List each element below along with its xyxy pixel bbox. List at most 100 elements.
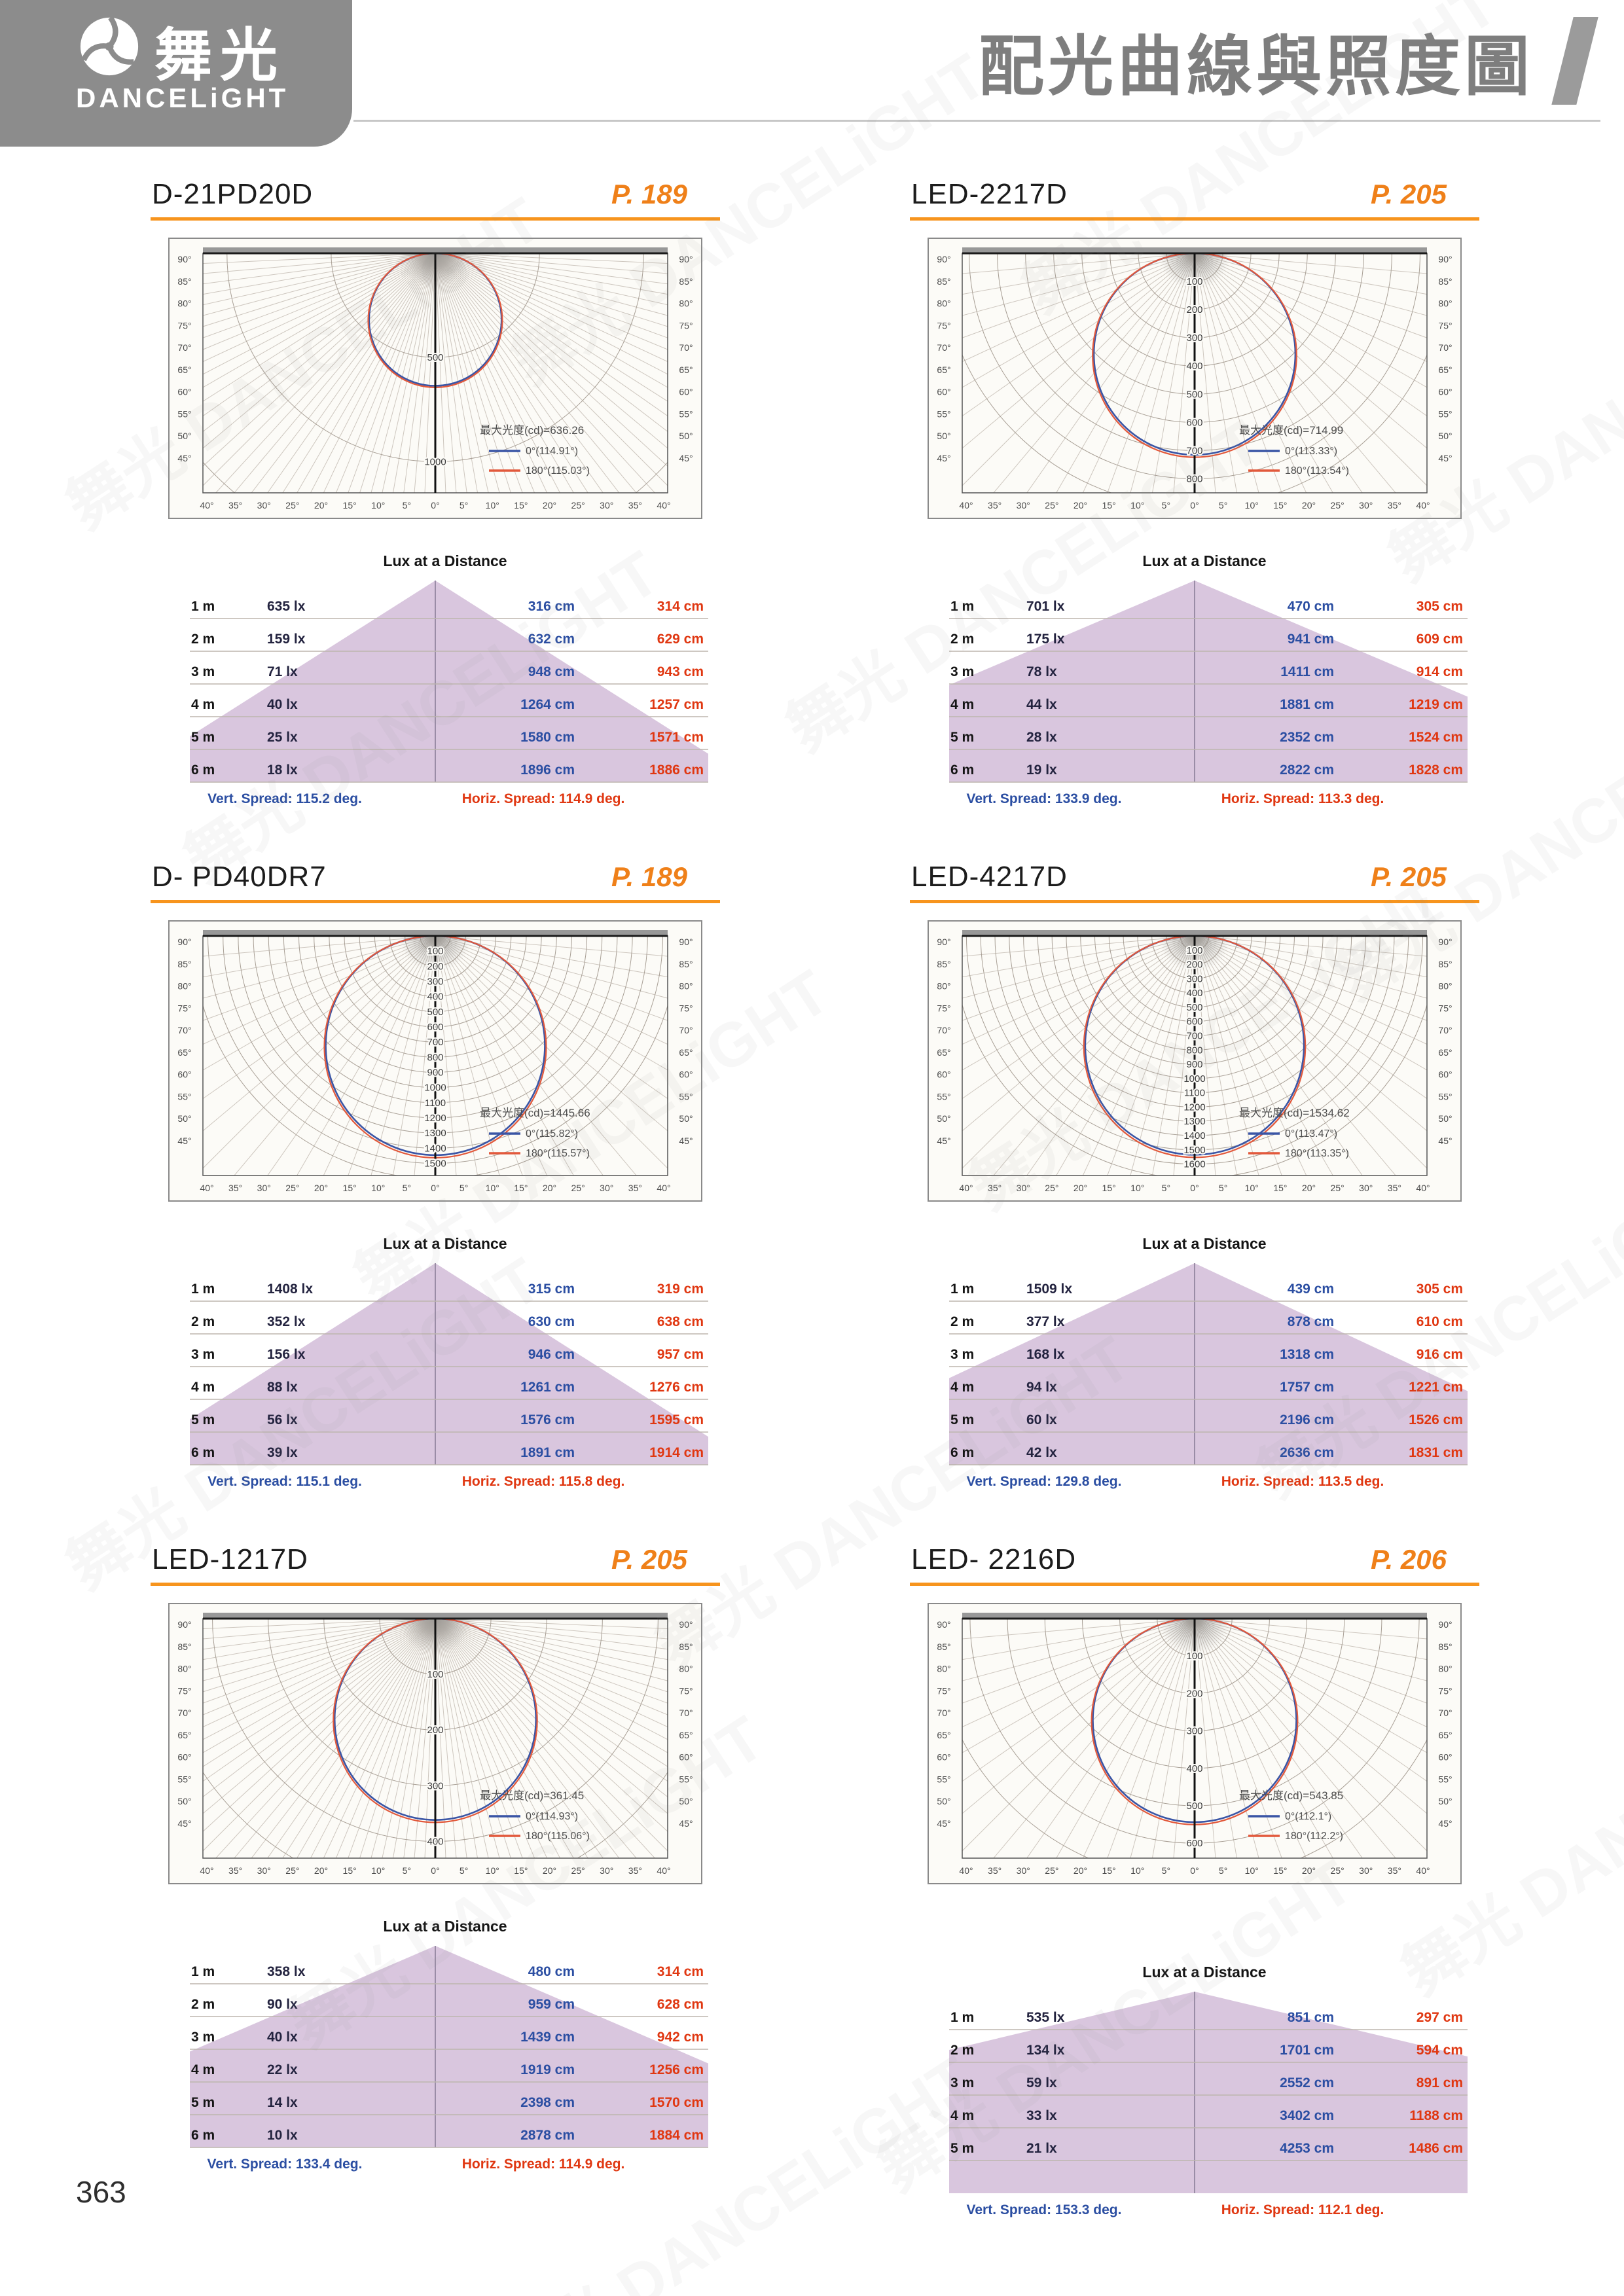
svg-text:5°: 5° [403, 1183, 411, 1193]
svg-text:70°: 70° [1438, 1708, 1452, 1718]
svg-text:0°(115.82°): 0°(115.82°) [526, 1128, 578, 1139]
svg-text:22 lx: 22 lx [267, 2062, 298, 2077]
svg-text:5°: 5° [1219, 1865, 1227, 1876]
svg-text:90°: 90° [937, 1619, 950, 1630]
horiz-spread: Horiz. Spread: 113.3 deg. [1221, 791, 1384, 806]
lux-diagram-svg: Lux at a Distance 1 m 358 lx 480 cm 314 cm 2 … [190, 1918, 708, 2172]
polar-distribution-chart: 100 200 300 400 500 600 700 800 90° 90° 85° 85° 80° 8… [910, 238, 1479, 519]
svg-text:30°: 30° [1017, 1865, 1030, 1876]
svg-text:25°: 25° [285, 500, 299, 511]
svg-text:25°: 25° [1045, 1865, 1058, 1876]
orange-rule [910, 217, 1479, 221]
lux-row: 4 m 40 lx 1264 cm 1257 cm [191, 697, 704, 712]
svg-text:1 m: 1 m [950, 2010, 974, 2025]
svg-text:50°: 50° [1438, 1796, 1452, 1806]
lux-title: Lux at a Distance [383, 1918, 507, 1935]
svg-text:75°: 75° [679, 1003, 693, 1013]
lux-title: Lux at a Distance [1142, 1235, 1266, 1252]
beam-triangle [949, 581, 1468, 782]
panel-header: LED-1217D P. 205 [151, 1543, 720, 1576]
svg-text:3 m: 3 m [191, 664, 215, 679]
svg-text:35°: 35° [1388, 500, 1401, 511]
svg-text:400: 400 [427, 1836, 443, 1847]
svg-text:90°: 90° [177, 254, 191, 264]
svg-text:1509 lx: 1509 lx [1026, 1282, 1072, 1297]
polar-grid [962, 1619, 1427, 1858]
svg-text:0°(113.33°): 0°(113.33°) [1285, 446, 1337, 457]
lux-row: 5 m 56 lx 1576 cm 1595 cm [191, 1412, 704, 1427]
svg-text:75°: 75° [177, 1003, 191, 1013]
svg-text:20°: 20° [314, 1865, 328, 1876]
svg-text:56 lx: 56 lx [267, 1412, 298, 1427]
lux-row: 4 m 94 lx 1757 cm 1221 cm [950, 1380, 1463, 1395]
svg-text:35°: 35° [228, 1183, 242, 1193]
svg-text:最大光度(cd)=1445.66: 最大光度(cd)=1445.66 [480, 1107, 590, 1119]
svg-text:180°(113.35°): 180°(113.35°) [1285, 1148, 1349, 1159]
svg-text:180°(115.06°): 180°(115.06°) [526, 1831, 590, 1842]
svg-text:75°: 75° [177, 320, 191, 331]
lux-at-distance-diagram: Lux at a Distance 1 m 635 lx 316 cm 314 cm 2 … [151, 545, 720, 807]
lux-diagram-svg: Lux at a Distance 1 m 1408 lx 315 cm 319 cm 2… [190, 1235, 708, 1489]
lux-row: 6 m 42 lx 2636 cm 1831 cm [950, 1445, 1463, 1460]
lux-row: 1 m 701 lx 470 cm 305 cm [950, 599, 1463, 614]
svg-text:628 cm: 628 cm [657, 1997, 704, 2012]
svg-text:20°: 20° [1074, 1865, 1087, 1876]
svg-text:632 cm: 632 cm [528, 632, 575, 647]
svg-text:10°: 10° [1130, 500, 1144, 511]
lux-row: 2 m 90 lx 959 cm 628 cm [191, 1997, 704, 2012]
svg-text:80°: 80° [1438, 298, 1452, 309]
svg-text:1886 cm: 1886 cm [649, 762, 704, 778]
beam-triangle [190, 1263, 708, 1465]
svg-text:200: 200 [1186, 304, 1202, 315]
svg-text:6 m: 6 m [191, 2128, 215, 2143]
svg-text:30°: 30° [1359, 500, 1373, 511]
svg-text:959 cm: 959 cm [528, 1997, 575, 2012]
product-panel: D-21PD20D P. 189 500 1000 90° 90° 85° 85° 80° 8… [151, 178, 720, 807]
svg-text:180°(115.57°): 180°(115.57°) [526, 1148, 590, 1159]
svg-text:1318 cm: 1318 cm [1280, 1347, 1334, 1362]
svg-text:0°: 0° [1190, 1865, 1199, 1876]
svg-text:50°: 50° [1438, 431, 1452, 441]
svg-text:35°: 35° [628, 500, 642, 511]
svg-text:30°: 30° [600, 500, 613, 511]
svg-text:40°: 40° [959, 500, 973, 511]
svg-text:70°: 70° [177, 1708, 191, 1718]
svg-text:1200: 1200 [424, 1113, 446, 1124]
svg-text:314 cm: 314 cm [657, 1964, 704, 1979]
svg-text:5°: 5° [460, 500, 468, 511]
lux-row: 1 m 1509 lx 439 cm 305 cm [950, 1282, 1463, 1297]
panel-header: D-21PD20D P. 189 [151, 178, 720, 211]
svg-text:10°: 10° [1245, 1865, 1259, 1876]
svg-text:200: 200 [1186, 1688, 1202, 1699]
svg-text:70°: 70° [1438, 342, 1452, 353]
polar-distribution-chart: 500 1000 90° 90° 85° 85° 80° 80° 75° 75° 70° 70° 65°… [151, 238, 720, 519]
model-name: LED-4217D [911, 861, 1068, 893]
svg-text:1257 cm: 1257 cm [649, 697, 704, 712]
svg-text:15°: 15° [1273, 1865, 1287, 1876]
svg-text:2 m: 2 m [191, 632, 215, 647]
svg-text:358 lx: 358 lx [267, 1964, 306, 1979]
svg-text:400: 400 [427, 992, 443, 1003]
lux-row: 5 m 14 lx 2398 cm 1570 cm [191, 2095, 704, 2110]
svg-text:50°: 50° [937, 431, 950, 441]
svg-text:35°: 35° [988, 1183, 1001, 1193]
svg-text:10°: 10° [486, 1183, 499, 1193]
svg-text:900: 900 [427, 1067, 443, 1078]
svg-text:5 m: 5 m [191, 1412, 215, 1427]
lux-diagram-svg: Lux at a Distance 1 m 1509 lx 439 cm 305 cm 2… [949, 1235, 1468, 1489]
svg-text:305 cm: 305 cm [1416, 599, 1463, 614]
svg-text:4 m: 4 m [950, 2108, 974, 2123]
svg-text:400: 400 [1186, 988, 1202, 999]
lux-diagram-svg: Lux at a Distance 1 m 635 lx 316 cm 314 cm 2 … [190, 552, 708, 806]
svg-text:5 m: 5 m [950, 2141, 974, 2156]
svg-text:70°: 70° [937, 342, 950, 353]
svg-text:85°: 85° [177, 959, 191, 969]
horiz-spread: Horiz. Spread: 113.5 deg. [1221, 1474, 1384, 1489]
svg-text:5°: 5° [1162, 500, 1170, 511]
lux-title: Lux at a Distance [1142, 552, 1266, 569]
lux-row: 4 m 88 lx 1261 cm 1276 cm [191, 1380, 704, 1395]
svg-text:30°: 30° [600, 1183, 613, 1193]
svg-text:635 lx: 635 lx [267, 599, 306, 614]
svg-text:40°: 40° [657, 500, 670, 511]
svg-text:0°(113.47°): 0°(113.47°) [1285, 1128, 1337, 1139]
